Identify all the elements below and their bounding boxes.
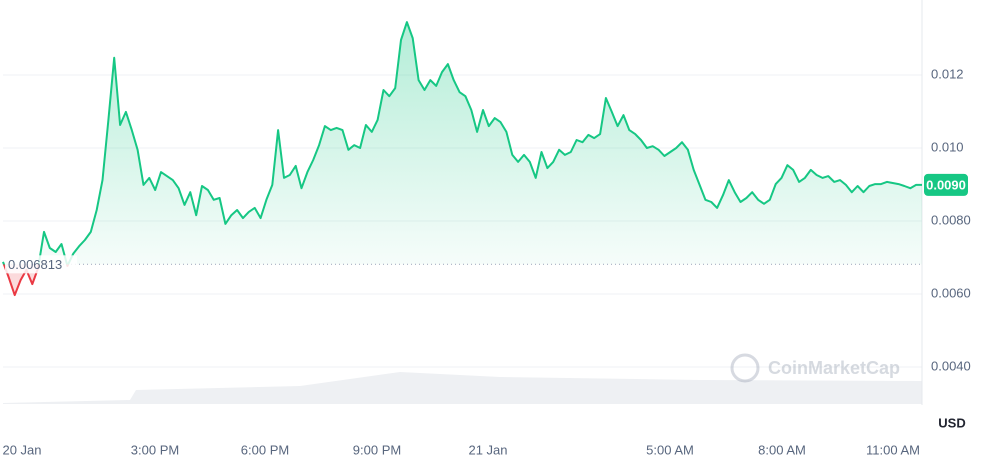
x-tick-label: 6:00 PM bbox=[241, 442, 289, 457]
baseline-label: 0.006813 bbox=[8, 257, 62, 272]
x-tick-label: 9:00 PM bbox=[353, 442, 401, 457]
x-tick-label: 20 Jan bbox=[2, 442, 41, 457]
y-tick-label: 0.0080 bbox=[931, 212, 971, 227]
baseline-label-bg bbox=[5, 255, 77, 274]
volume-band bbox=[3, 372, 922, 404]
x-tick-label: 21 Jan bbox=[468, 442, 507, 457]
x-tick-label: 3:00 PM bbox=[131, 442, 179, 457]
watermark: CoinMarketCap bbox=[730, 353, 900, 383]
y-tick-label: 0.0060 bbox=[931, 285, 971, 300]
price-area bbox=[3, 22, 922, 296]
watermark-logo bbox=[730, 353, 760, 383]
currency-label: USD bbox=[938, 415, 965, 430]
x-tick-label: 5:00 AM bbox=[646, 442, 694, 457]
watermark-text: CoinMarketCap bbox=[768, 358, 900, 378]
y-tick-label: 0.010 bbox=[931, 139, 964, 154]
last-price-badge bbox=[924, 173, 968, 196]
last-price-label: 0.0090 bbox=[926, 177, 966, 192]
x-tick-label: 8:00 AM bbox=[758, 442, 806, 457]
x-tick-label: 11:00 AM bbox=[866, 442, 920, 457]
price-line bbox=[2, 21, 922, 297]
y-tick-label: 0.012 bbox=[931, 66, 964, 81]
y-tick-label: 0.0040 bbox=[931, 358, 971, 373]
